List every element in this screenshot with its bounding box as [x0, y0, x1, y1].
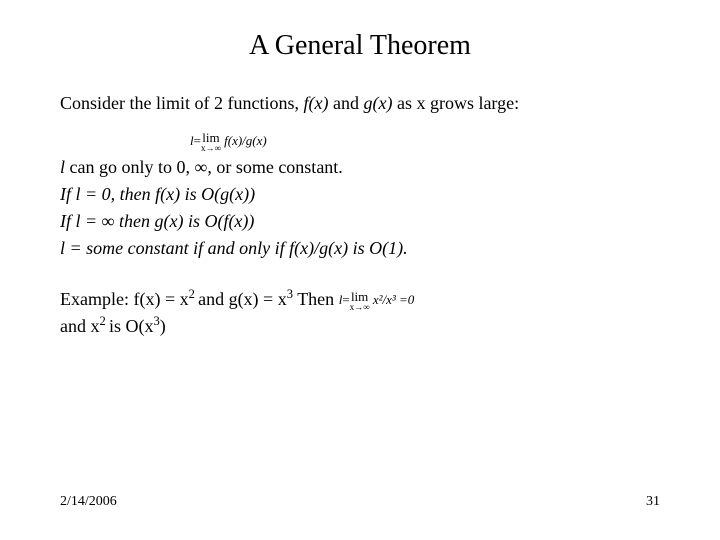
slide-footer: 2/14/2006 31 [60, 494, 660, 510]
ex-then: Then [293, 289, 339, 309]
line-cases-d: l = some constant if and only if f(x)/g(… [60, 235, 660, 262]
paragraph-intro: Consider the limit of 2 functions, f(x) … [60, 90, 660, 117]
ex-formula-eq: = [342, 292, 349, 307]
ex-lim-text: lim [351, 290, 368, 303]
limit-block: limx→∞ [201, 131, 221, 153]
ex-formula-expr: x²/x³ =0 [370, 292, 415, 307]
footer-date: 2/14/2006 [60, 494, 117, 510]
formula-expr: f(x)/g(x) [221, 133, 267, 148]
ex2-sup1: 2 [100, 314, 109, 328]
formula-limit-def: l=limx→∞ f(x)/g(x) [60, 127, 660, 154]
lim-sub: x→∞ [201, 144, 221, 153]
example-line2: and x2 is O(x3) [60, 313, 660, 340]
slide-title: A General Theorem [60, 30, 660, 62]
ex-prefix: Example: f(x) = x [60, 289, 189, 309]
example-line1: Example: f(x) = x2 and g(x) = x3 Then l=… [60, 286, 660, 313]
ex2-b: is O(x [109, 316, 154, 336]
ex-mid: and g(x) = x [198, 289, 287, 309]
formula-eq: = [194, 133, 201, 148]
line-cases-a: l can go only to 0, ∞, or some constant. [60, 154, 660, 181]
slide-content: Consider the limit of 2 functions, f(x) … [60, 90, 660, 340]
text-fx: f(x) [303, 93, 328, 113]
ex2-c: ) [160, 316, 166, 336]
ex-limit-block: limx→∞ [350, 290, 370, 312]
paragraph-example: Example: f(x) = x2 and g(x) = x3 Then l=… [60, 286, 660, 340]
footer-page-number: 31 [646, 494, 660, 510]
ex-lim-sub: x→∞ [350, 303, 370, 312]
ex2-a: and x [60, 316, 100, 336]
ex-sup1: 2 [189, 287, 198, 301]
text-gx: g(x) [363, 93, 392, 113]
text-rest-a: can go only to 0, ∞, or some constant. [65, 157, 343, 177]
line-cases-c: If l = ∞ then g(x) is O(f(x)) [60, 208, 660, 235]
paragraph-cases: l can go only to 0, ∞, or some constant.… [60, 154, 660, 262]
ex-formula: l=limx→∞ x²/x³ =0 [339, 290, 415, 312]
text-intro-suffix: as x grows large: [392, 93, 519, 113]
text-intro-mid: and [328, 93, 363, 113]
lim-text: lim [202, 131, 219, 144]
text-intro-prefix: Consider the limit of 2 functions, [60, 93, 303, 113]
line-cases-b: If l = 0, then f(x) is O(g(x)) [60, 181, 660, 208]
